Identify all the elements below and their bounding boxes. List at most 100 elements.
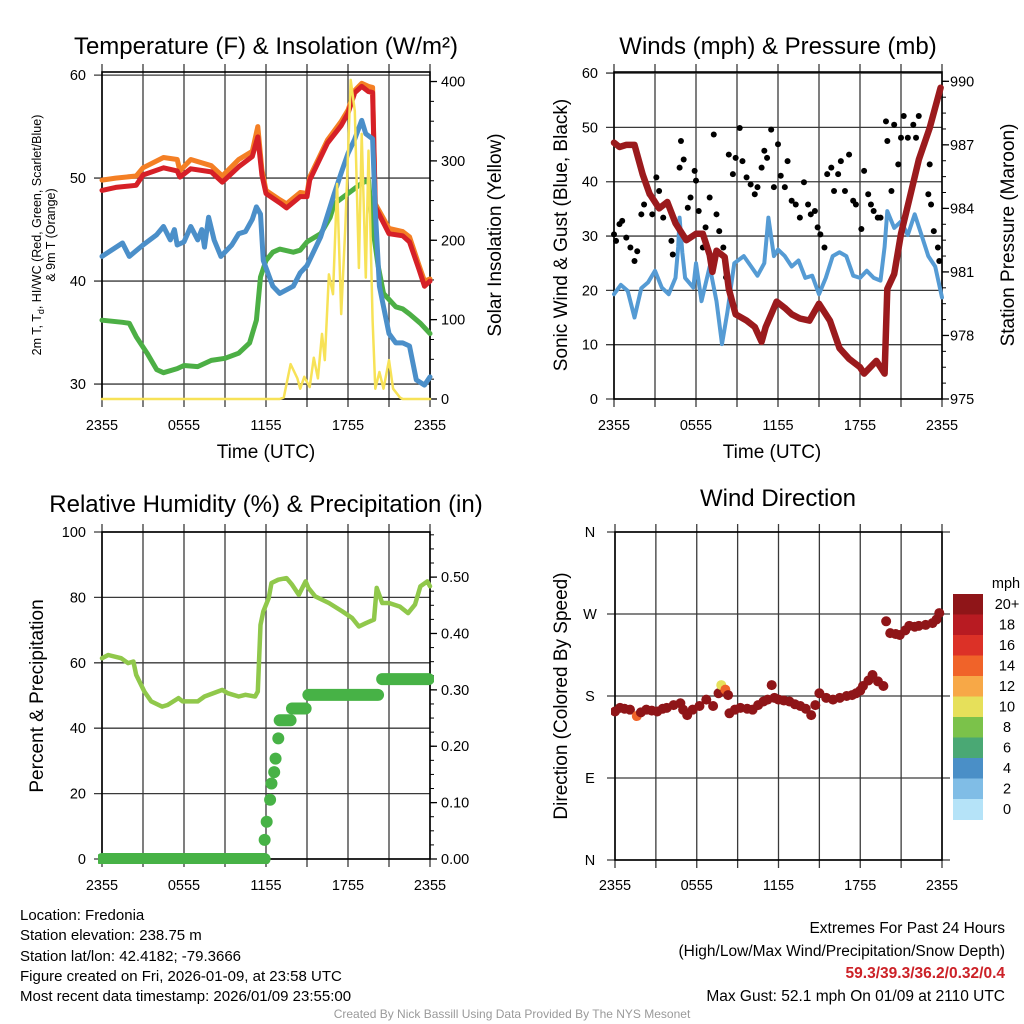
y2-tick-label: 400 [441, 75, 465, 91]
y-tick-label: 10 [582, 338, 598, 354]
colorbar-level-label: 16 [999, 638, 1015, 654]
gust-point [736, 124, 743, 131]
y-tick-label: 80 [70, 590, 86, 606]
x-tick-label: 2355 [926, 878, 958, 894]
gust-point [930, 228, 937, 235]
gust-point [668, 237, 675, 244]
y2-tick-label: 987 [950, 138, 974, 154]
wind-direction-point [694, 701, 705, 712]
extremes-info: Extremes For Past 24 Hours (High/Low/Max… [679, 918, 1006, 1008]
humidity-title: Relative Humidity (%) & Precipitation (i… [49, 491, 482, 518]
gust-point [877, 214, 884, 221]
gust-point [693, 177, 699, 184]
y-tick-label: N [585, 525, 595, 541]
wind-direction-point [701, 694, 712, 705]
x-tick-label: 1755 [332, 418, 364, 434]
temperature-ylabel-subscript: d [36, 309, 46, 314]
precipitation-point [258, 833, 271, 846]
gust-point [627, 244, 634, 251]
gust-point [884, 137, 891, 144]
gust-point [898, 134, 904, 141]
extremes-title: Extremes For Past 24 Hours [809, 920, 1005, 937]
gust-point [926, 161, 933, 168]
colorbar-level-label: 2 [1003, 782, 1011, 798]
gust-point [928, 201, 935, 208]
colorbar-swatch [953, 614, 983, 636]
x-tick-label: 0555 [168, 418, 200, 434]
wind-direction-point [810, 700, 821, 711]
gust-point [641, 201, 648, 208]
gust-point [764, 154, 771, 161]
location-text: Location: Fredonia [20, 907, 145, 924]
wind-chill-line [99, 117, 433, 388]
colorbar-level-label: 0 [1003, 802, 1011, 818]
gust-point [852, 201, 859, 208]
gust-point [934, 244, 941, 251]
y-tick-label: 50 [70, 171, 86, 187]
temperature-chart: 2355 0555 1155 1755 2355 30 40 50 60 0 100 200 300 40… [70, 64, 465, 434]
gust-point [687, 194, 694, 201]
gust-point [732, 154, 739, 161]
winds-y2label: Station Pressure (Maroon) [998, 124, 1019, 347]
colorbar-swatch [953, 635, 983, 656]
plot-border [614, 531, 943, 861]
y-tick-label: S [585, 689, 595, 705]
x-tick-label: 1155 [250, 418, 281, 434]
gust-point [716, 228, 723, 235]
gust-point [904, 134, 911, 141]
gust-point [619, 217, 626, 224]
precipitation-point [269, 752, 282, 765]
gust-point [817, 231, 824, 238]
y2-tick-label: 975 [950, 392, 974, 408]
gust-point [775, 141, 781, 148]
colorbar-level-label: 4 [1003, 761, 1011, 777]
winds-ylabel: Sonic Wind & Gust (Blue, Black) [551, 99, 572, 371]
colorbar-level-label: 14 [999, 659, 1015, 675]
gust-point [631, 258, 638, 265]
temperature-ylabel-part: 2m T, T [30, 314, 44, 356]
winds-title: Winds (mph) & Pressure (mb) [619, 33, 936, 60]
gust-point [925, 191, 932, 198]
x-tick-label: 2355 [414, 878, 446, 894]
x-tick-label: 2355 [86, 418, 118, 434]
wind-direction-point [806, 710, 817, 721]
y-tick-label: 40 [582, 175, 598, 191]
gust-point [837, 158, 844, 165]
gust-point [777, 172, 784, 179]
gust-point [653, 174, 660, 181]
sonic-wind-line [612, 209, 944, 347]
y-tick-label: 50 [582, 120, 598, 136]
y-tick-label: 0 [78, 852, 86, 868]
speed-colorbar: mph 20+ 18 16 14 12 10 8 6 4 2 0 [953, 576, 1020, 820]
gust-point [739, 158, 746, 165]
y2-tick-label: 990 [950, 74, 974, 90]
gust-point [747, 181, 754, 188]
x-tick-label: 1755 [844, 878, 876, 894]
precipitation-point [268, 766, 281, 779]
colorbar-swatch [953, 655, 983, 677]
temperature-marks [99, 78, 433, 401]
y2-tick-label: 0.20 [441, 739, 469, 755]
gust-point [805, 201, 812, 208]
temperature-ylabel: 2m T, Td, HI/WC (Red, Green, Scarlet/Blu… [30, 115, 46, 356]
colorbar-swatch [953, 758, 983, 779]
gust-point [754, 184, 761, 191]
y-tick-label: W [583, 607, 597, 623]
gust-point [835, 171, 842, 178]
precipitation-point [264, 793, 277, 806]
wind-direction-point [934, 608, 945, 619]
y-tick-label: 0 [590, 392, 598, 408]
gust-point [807, 211, 814, 218]
solar-insolation-line [100, 78, 432, 401]
gust-point [858, 225, 865, 232]
x-tick-label: 2355 [86, 878, 118, 894]
temperature-ylabel-line2: & 9m T (Orange) [44, 188, 58, 281]
y2-tick-label: 200 [441, 233, 465, 249]
colorbar-swatch [953, 717, 983, 738]
wind-direction-marks [611, 608, 945, 722]
elevation-text: Station elevation: 238.75 m [20, 927, 202, 945]
2m-t-line [99, 83, 433, 289]
gust-point [784, 158, 791, 165]
gust-point [743, 174, 750, 181]
